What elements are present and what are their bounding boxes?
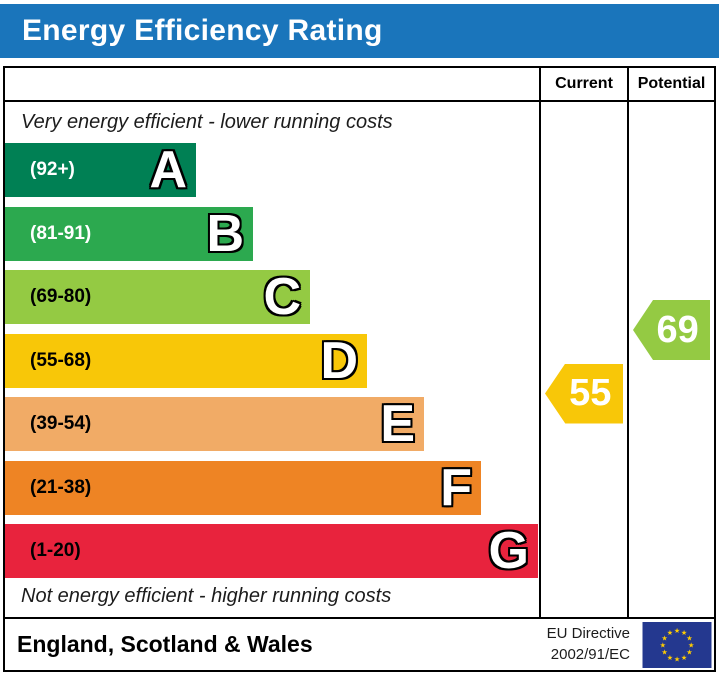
band-letter: C — [263, 268, 301, 326]
band-letter: F — [440, 458, 472, 517]
eu-directive-line2: 2002/91/EC — [550, 645, 630, 663]
current-rating-arrow: 55 — [545, 363, 623, 424]
band-letter: D — [320, 331, 358, 390]
table-footer-row: England, Scotland & Wales EU Directive 2… — [5, 619, 714, 670]
svg-text:★: ★ — [688, 640, 694, 649]
svg-text:★: ★ — [681, 628, 687, 637]
svg-text:★: ★ — [674, 654, 680, 663]
table-body-row: Very energy efficient - lower running co… — [5, 102, 714, 619]
chart-column-header — [5, 68, 539, 100]
band-letter: B — [206, 204, 244, 263]
potential-column: 69 — [627, 102, 714, 617]
band-row-E: (39-54) E — [5, 395, 424, 453]
potential-column-header: Potential — [627, 68, 714, 100]
svg-text:★: ★ — [667, 652, 673, 661]
band-range-label: (21-38) — [30, 476, 92, 498]
band-range-label: (39-54) — [30, 413, 92, 434]
svg-text:★: ★ — [674, 626, 680, 635]
band-row-D: (55-68) D — [5, 331, 367, 390]
current-column: 55 — [539, 102, 627, 617]
svg-text:★: ★ — [686, 647, 692, 656]
band-range-label: (69-80) — [30, 286, 92, 307]
top-note: Very energy efficient - lower running co… — [21, 111, 393, 133]
band-row-G: (1-20) G — [5, 522, 538, 580]
potential-rating-value: 69 — [656, 308, 699, 351]
title-bar: Energy Efficiency Rating — [0, 4, 719, 58]
eu-directive-label: EU Directive 2002/91/EC — [547, 624, 642, 665]
region-label: England, Scotland & Wales — [17, 631, 313, 657]
potential-rating-arrow: 69 — [633, 300, 710, 360]
chart-area: Very energy efficient - lower running co… — [5, 102, 539, 617]
band-letter: A — [149, 141, 187, 199]
band-row-B: (81-91) B — [5, 204, 253, 263]
svg-text:★: ★ — [660, 640, 666, 649]
svg-text:★: ★ — [661, 647, 667, 656]
energy-rating-table: Current Potential Very energy efficient … — [3, 66, 716, 672]
band-range-label: (92+) — [30, 159, 75, 180]
bottom-note: Not energy efficient - higher running co… — [21, 585, 392, 607]
table-header-row: Current Potential — [5, 68, 714, 102]
eu-directive-line1: EU Directive — [546, 625, 630, 643]
band-row-C: (69-80) C — [5, 268, 310, 326]
band-letter: G — [488, 522, 529, 580]
band-range-label: (55-68) — [30, 349, 92, 371]
current-column-header: Current — [539, 68, 627, 100]
svg-text:★: ★ — [686, 633, 692, 642]
band-letter: E — [380, 395, 415, 453]
svg-text:★: ★ — [667, 628, 673, 637]
band-range-label: (1-20) — [30, 540, 81, 561]
eu-flag-icon: ★ ★ ★ ★ ★ ★ ★ ★ ★ ★ ★ ★ — [642, 621, 712, 668]
svg-text:★: ★ — [661, 633, 667, 642]
svg-text:★: ★ — [681, 652, 687, 661]
band-row-A: (92+) A — [5, 141, 196, 199]
band-range-label: (81-91) — [30, 222, 92, 244]
current-rating-value: 55 — [569, 372, 612, 414]
page-title: Energy Efficiency Rating — [22, 14, 383, 47]
band-row-F: (21-38) F — [5, 458, 481, 517]
